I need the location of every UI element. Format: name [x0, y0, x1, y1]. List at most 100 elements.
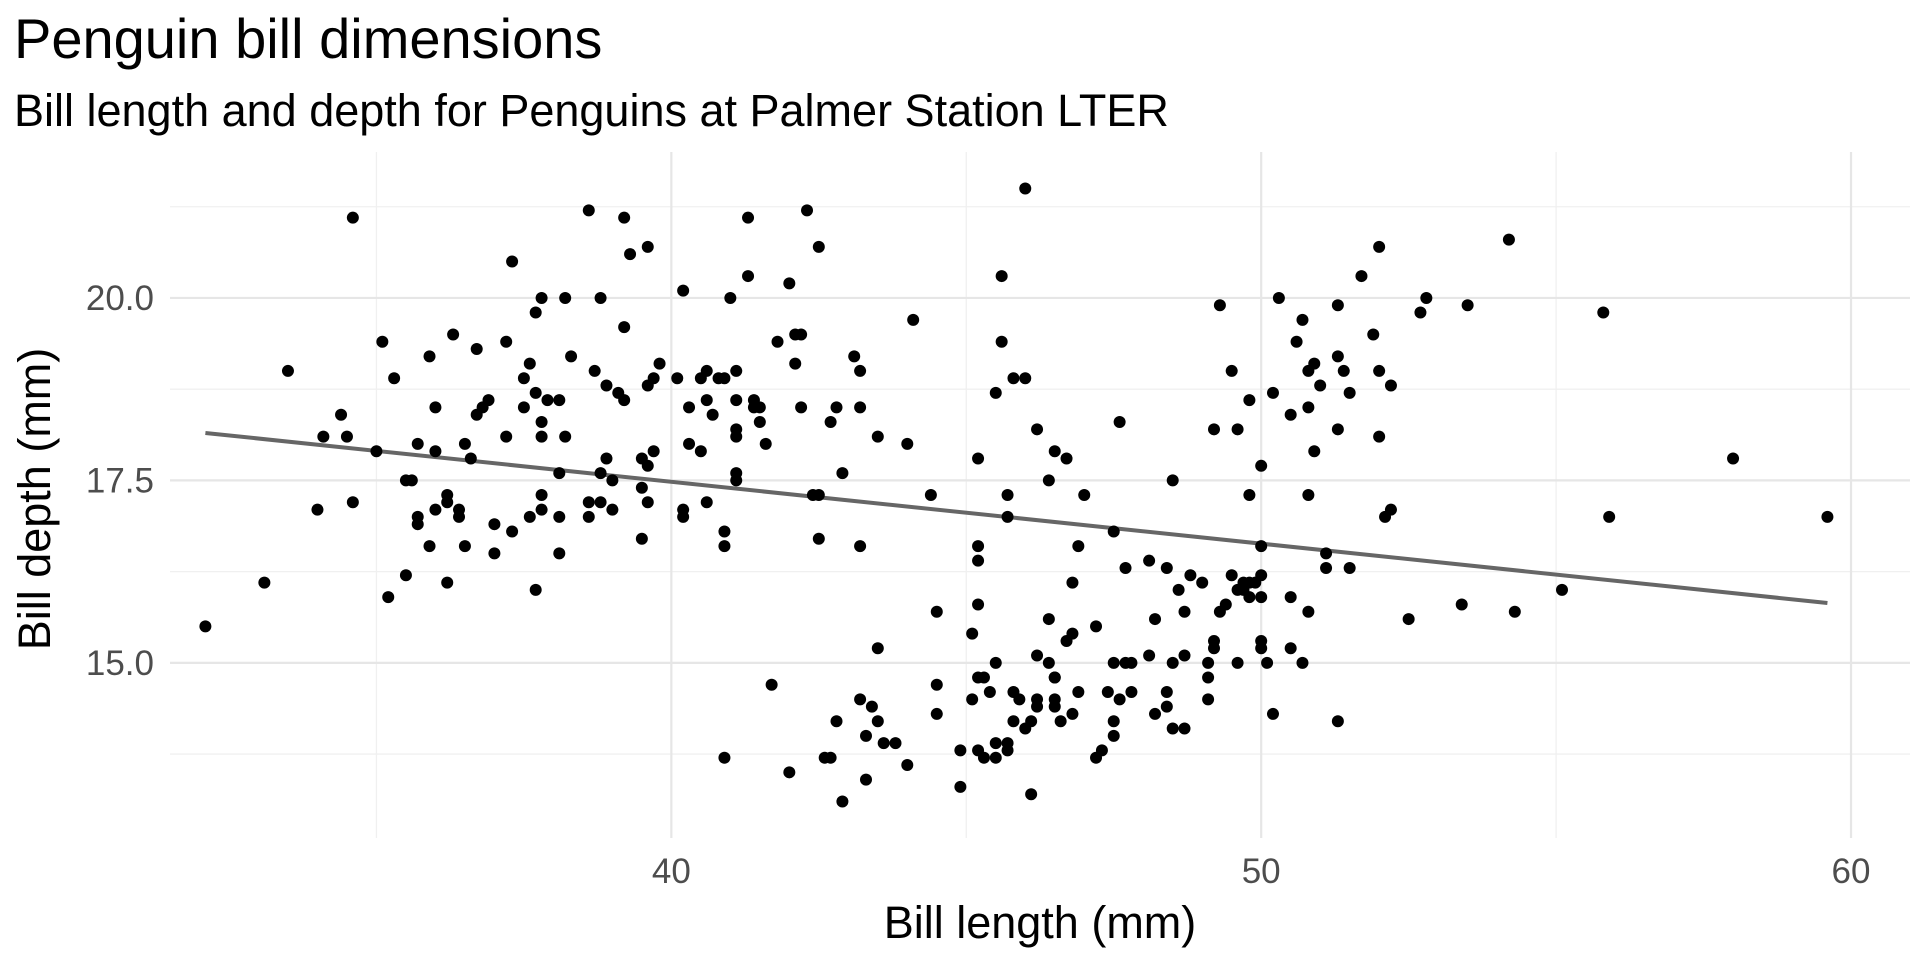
data-point: [871, 642, 884, 655]
data-point: [488, 518, 501, 531]
data-point: [411, 437, 424, 450]
data-point: [1302, 489, 1315, 501]
data-point: [1202, 671, 1215, 684]
data-point: [989, 737, 1002, 750]
data-point: [423, 540, 436, 553]
data-point: [730, 423, 743, 436]
data-point: [1066, 707, 1079, 720]
data-point: [1078, 489, 1091, 501]
data-point: [972, 452, 985, 465]
data-point: [346, 496, 359, 509]
data-point: [795, 401, 808, 414]
data-point: [683, 401, 696, 414]
data-point: [730, 467, 743, 480]
data-point: [399, 569, 412, 582]
data-point: [1231, 423, 1244, 436]
data-point: [1125, 686, 1138, 699]
data-point: [1461, 299, 1474, 312]
data-point: [1556, 583, 1568, 596]
data-point: [535, 416, 548, 429]
data-point: [812, 240, 825, 253]
data-point: [871, 715, 884, 728]
data-point: [1402, 613, 1415, 626]
data-point: [429, 445, 442, 458]
data-point: [677, 510, 690, 523]
data-point: [559, 291, 572, 304]
data-point: [989, 386, 1002, 399]
data-point: [889, 737, 902, 750]
data-point: [1007, 372, 1020, 385]
data-point: [671, 372, 684, 385]
data-point: [1143, 554, 1156, 567]
data-point: [618, 321, 631, 334]
data-point: [871, 430, 884, 443]
data-point: [966, 693, 979, 706]
data-point: [653, 357, 666, 370]
data-point: [1255, 634, 1268, 647]
data-point: [1597, 306, 1610, 319]
data-point: [441, 576, 454, 589]
data-point: [694, 445, 707, 458]
data-point: [582, 496, 595, 509]
data-point: [1243, 394, 1256, 407]
data-point: [907, 313, 920, 326]
data-point: [830, 715, 843, 728]
data-point: [972, 554, 985, 567]
data-point: [1090, 620, 1103, 633]
data-point: [753, 416, 766, 429]
data-point: [553, 467, 566, 480]
data-point: [1178, 722, 1191, 735]
data-point: [1101, 686, 1114, 699]
data-point: [1373, 240, 1386, 253]
data-point: [482, 394, 495, 407]
data-point: [500, 430, 513, 443]
data-point: [1113, 416, 1126, 429]
data-point: [836, 467, 849, 480]
data-point: [1314, 379, 1327, 392]
data-point: [370, 445, 383, 458]
data-point: [1266, 386, 1279, 399]
data-point: [901, 759, 914, 772]
data-point: [1284, 408, 1297, 421]
data-point: [1255, 591, 1268, 604]
data-point: [588, 364, 601, 377]
data-point: [458, 437, 471, 450]
data-point: [1219, 598, 1232, 611]
data-point: [1384, 379, 1397, 392]
data-point: [1143, 649, 1156, 662]
data-point: [441, 489, 454, 501]
data-point: [718, 372, 731, 385]
data-point: [1060, 452, 1073, 465]
data-point: [565, 350, 578, 363]
data-point: [795, 328, 808, 341]
data-point: [1290, 335, 1303, 348]
data-point: [429, 401, 442, 414]
data-point: [582, 510, 595, 523]
data-point: [1001, 510, 1014, 523]
data-point: [382, 591, 395, 604]
data-point: [1184, 569, 1197, 582]
data-point: [1384, 503, 1397, 516]
data-point: [730, 364, 743, 377]
data-point: [1225, 364, 1238, 377]
data-point: [972, 540, 985, 553]
data-point: [724, 291, 737, 304]
data-point: [1107, 656, 1120, 669]
data-point: [677, 284, 690, 297]
data-point: [317, 430, 330, 443]
grid: [170, 152, 1910, 838]
data-point: [1603, 510, 1616, 523]
data-point: [1502, 233, 1515, 246]
x-tick-label: 60: [1832, 852, 1871, 891]
data-point: [877, 737, 890, 750]
data-point: [1231, 656, 1244, 669]
data-point: [1202, 693, 1215, 706]
data-point: [641, 496, 654, 509]
data-point: [488, 547, 501, 560]
data-point: [700, 496, 713, 509]
data-point: [1261, 656, 1274, 669]
data-point: [989, 751, 1002, 764]
data-point: [618, 394, 631, 407]
data-point: [742, 270, 755, 283]
